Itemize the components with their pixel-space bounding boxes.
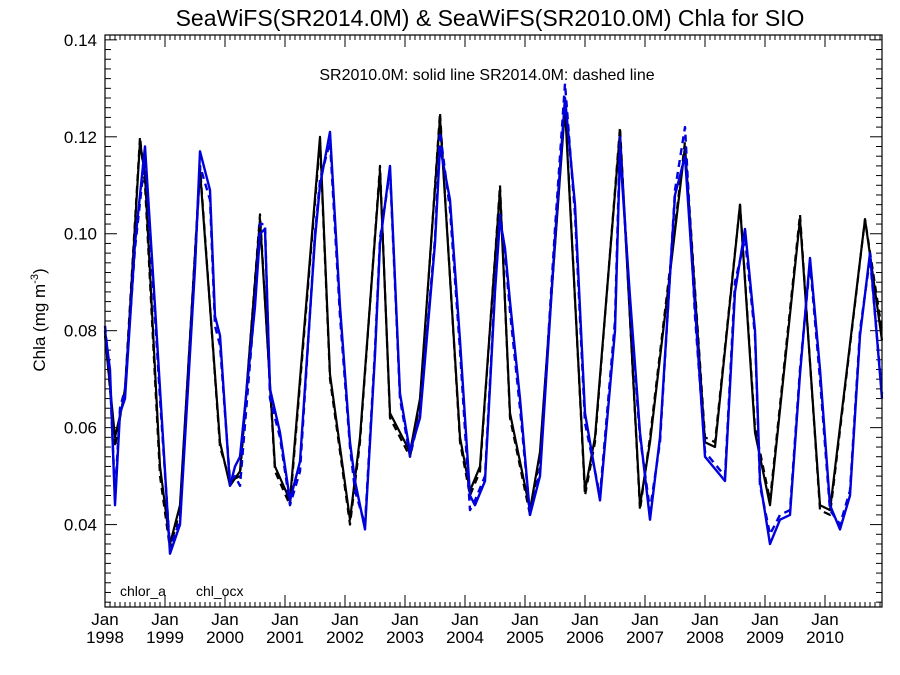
x-tick-month-label: Jan	[331, 610, 358, 629]
y-axis-label-superscript: -3	[29, 274, 41, 284]
y-tick-label: 0.08	[64, 322, 97, 341]
x-tick-year-label: 2006	[566, 628, 604, 647]
x-tick-month-label: Jan	[391, 610, 418, 629]
annotation-line-styles: SR2010.0M: solid line SR2014.0M: dashed …	[319, 67, 654, 84]
x-tick-year-label: 2002	[326, 628, 364, 647]
x-tick-month-label: Jan	[691, 610, 718, 629]
x-tick-month-label: Jan	[91, 610, 118, 629]
plot-frame	[104, 34, 883, 608]
x-tick-month-label: Jan	[451, 610, 478, 629]
legend-chl-ocx: chl_ocx	[196, 583, 243, 599]
y-axis-label-main: Chla (mg m	[30, 284, 49, 372]
y-tick-labels: 0.04 0.06 0.08 0.10 0.12 0.14	[64, 31, 97, 535]
x-tick-month-label: Jan	[751, 610, 778, 629]
svg-text:Chla (mg m-3): Chla (mg m-3)	[29, 268, 49, 371]
x-tick-year-label: 2001	[266, 628, 304, 647]
x-tick-year-label: 1999	[146, 628, 184, 647]
y-tick-label: 0.14	[64, 31, 97, 50]
legend-chlor-a: chlor_a	[120, 583, 166, 599]
x-tick-month-label: Jan	[511, 610, 538, 629]
x-tick-year-label: 2005	[506, 628, 544, 647]
x-tick-year-label: 2003	[386, 628, 424, 647]
y-tick-label: 0.10	[64, 225, 97, 244]
x-tick-year-label: 1998	[86, 628, 124, 647]
x-tick-month-label: Jan	[811, 610, 838, 629]
x-tick-month-label: Jan	[571, 610, 598, 629]
y-tick-label: 0.06	[64, 419, 97, 438]
x-tick-month-label: Jan	[631, 610, 658, 629]
x-tick-year-label: 2008	[686, 628, 724, 647]
x-tick-year-label: 2009	[746, 628, 784, 647]
x-tick-year-label: 2010	[806, 628, 844, 647]
y-tick-label: 0.12	[64, 128, 97, 147]
y-axis-label-tail: )	[30, 268, 49, 274]
y-tick-label: 0.04	[64, 516, 97, 535]
x-tick-month-label: Jan	[271, 610, 298, 629]
x-tick-year-label: 2000	[206, 628, 244, 647]
y-axis-label: Chla (mg m-3)	[29, 268, 49, 371]
x-tick-labels: Jan1998Jan1999Jan2000Jan2001Jan2002Jan20…	[86, 610, 844, 647]
series-layer	[103, 82, 884, 555]
x-tick-year-label: 2004	[446, 628, 484, 647]
chart-title: SeaWiFS(SR2014.0M) & SeaWiFS(SR2010.0M) …	[176, 5, 805, 31]
x-tick-month-label: Jan	[151, 610, 178, 629]
x-tick-month-label: Jan	[211, 610, 238, 629]
series-line-chl-ocx-sr2014	[103, 82, 884, 550]
x-tick-year-label: 2007	[626, 628, 664, 647]
